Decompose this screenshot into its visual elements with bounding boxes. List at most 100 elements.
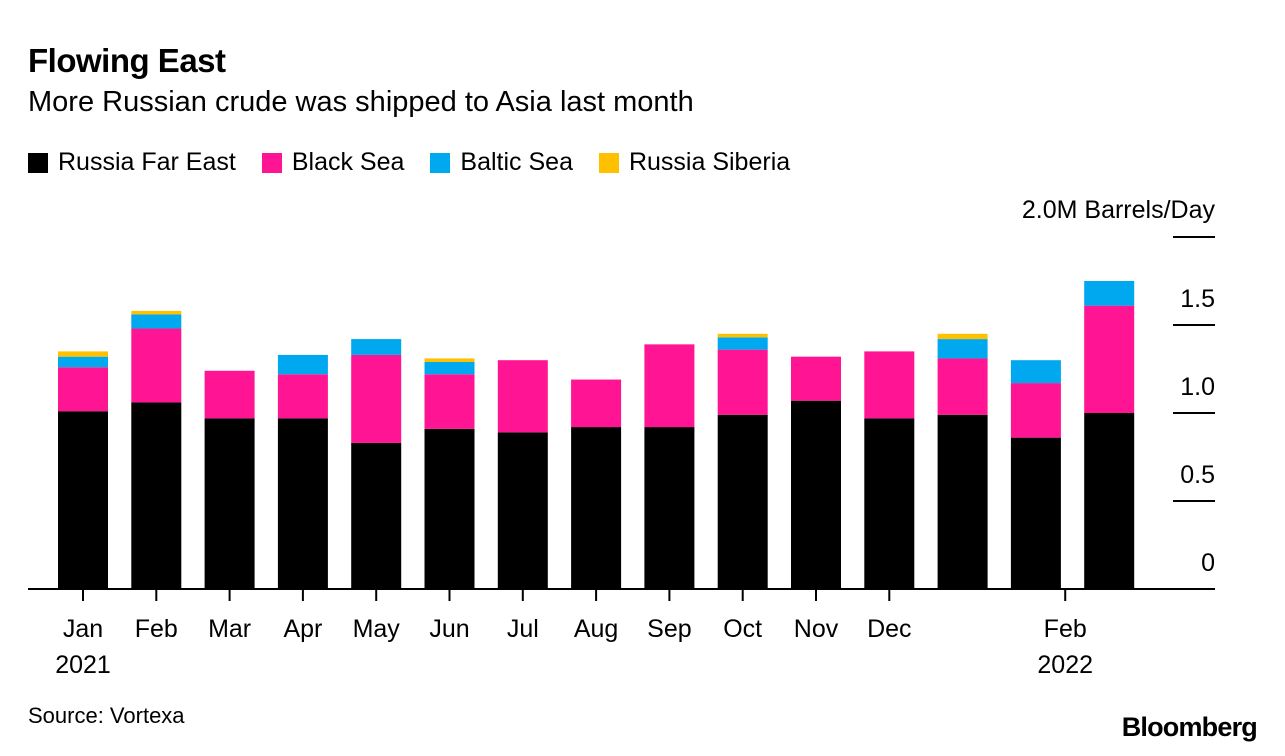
bar-segment-russia-far-east (277, 418, 328, 589)
legend-item-russia-far-east: Russia Far East (28, 148, 236, 177)
bar-segment-russia-siberia (937, 333, 988, 340)
bar-segment-russia-far-east (1084, 413, 1135, 589)
legend-swatch-black-sea (261, 152, 282, 173)
legend: Russia Far East Black Sea Baltic Sea Rus… (28, 148, 816, 177)
bar-segment-black-sea (717, 349, 768, 415)
y-tick-label: 1.0 (1180, 373, 1215, 401)
bar-segment-black-sea (1010, 383, 1061, 438)
y-tick-labels: 0 0.5 1.0 1.5 (1180, 285, 1215, 577)
y-tick-label: 1.5 (1180, 285, 1215, 313)
bar-segment-russia-siberia (717, 333, 768, 338)
bar-stack (1010, 360, 1061, 589)
bar-segment-russia-far-east (204, 418, 255, 589)
bar-segment-russia-far-east (717, 414, 768, 589)
bar-stack (58, 351, 108, 589)
bar-segment-russia-siberia (58, 351, 108, 357)
bar-segment-russia-far-east (351, 442, 402, 589)
bar-segment-russia-far-east (1010, 437, 1061, 589)
bar-segment-russia-far-east (644, 427, 695, 589)
source-note: Source: Vortexa (28, 703, 185, 728)
legend-item-russia-siberia: Russia Siberia (598, 148, 791, 177)
x-tick-label-month: Oct (723, 615, 762, 643)
bar-segment-black-sea (351, 354, 402, 443)
x-tick-label-month: May (353, 615, 401, 643)
legend-swatch-russia-siberia (598, 152, 619, 173)
chart-title: Flowing East (28, 42, 226, 79)
bar-segment-russia-far-east (864, 418, 915, 589)
bar-segment-russia-far-east (791, 400, 841, 589)
bar-stack (497, 360, 548, 589)
bloomberg-logo: Bloomberg (1121, 712, 1258, 742)
bar-segment-black-sea (131, 328, 182, 403)
bar-stacks (58, 281, 1135, 589)
legend-item-black-sea: Black Sea (261, 148, 405, 177)
bar-segment-baltic-sea (277, 354, 328, 375)
bar-segment-black-sea (644, 344, 695, 428)
bar-segment-russia-far-east (131, 402, 182, 589)
x-tick-label-month: Feb (1044, 615, 1087, 643)
bar-segment-russia-far-east (937, 414, 988, 589)
chart-subtitle: More Russian crude was shipped to Asia l… (28, 86, 694, 118)
legend-label: Baltic Sea (460, 148, 573, 176)
bar-segment-baltic-sea (937, 339, 988, 359)
legend-label: Russia Far East (58, 148, 236, 176)
x-tick-label-month: Jan (63, 615, 103, 643)
y-tick-label: 0 (1201, 549, 1215, 577)
bar-segment-black-sea (937, 358, 988, 415)
bar-stack (131, 310, 182, 589)
bar-stack (937, 333, 988, 589)
bar-segment-black-sea (424, 374, 475, 429)
bar-stack (351, 339, 402, 589)
bar-segment-russia-far-east (571, 427, 622, 589)
bar-segment-black-sea (864, 351, 915, 419)
bar-stack (717, 333, 768, 589)
x-tick-label-year: 2021 (55, 651, 111, 679)
x-tick-label-month: Mar (208, 615, 251, 643)
x-tick-labels: Jan 2021 Feb Mar Apr May Jun Jul Aug Sep Oct Nov Dec… (55, 615, 1093, 679)
bar-stack (277, 354, 328, 589)
bar-stack (424, 358, 475, 589)
x-tick-label-month: Apr (283, 615, 322, 643)
bar-segment-black-sea (497, 360, 548, 433)
bar-segment-black-sea (571, 379, 622, 428)
bar-segment-russia-siberia (131, 310, 182, 315)
bar-stack (791, 356, 841, 589)
bar-stack (1084, 281, 1135, 589)
bar-segment-black-sea (277, 374, 328, 419)
bar-segment-black-sea (204, 370, 255, 419)
bar-segment-baltic-sea (1010, 360, 1061, 384)
bar-segment-baltic-sea (131, 314, 182, 329)
bar-segment-baltic-sea (58, 356, 108, 368)
y-tick-label: 0.5 (1180, 461, 1215, 489)
bar-stack (204, 370, 255, 589)
legend-swatch-baltic-sea (430, 152, 451, 173)
bar-segment-black-sea (1084, 305, 1135, 413)
bar-segment-russia-far-east (424, 428, 475, 589)
x-tick-label-month: Sep (647, 615, 691, 643)
x-axis-ticks (82, 589, 1067, 601)
bar-segment-baltic-sea (424, 361, 475, 375)
x-tick-label-month: Jun (429, 615, 469, 643)
bar-stack (644, 344, 695, 589)
legend-label: Black Sea (291, 148, 405, 176)
bar-segment-russia-siberia (424, 358, 475, 362)
y-gridlines (1173, 236, 1215, 502)
y-axis-unit-label: 2.0M Barrels/Day (1022, 196, 1216, 224)
x-tick-label-month: Jul (507, 615, 539, 643)
bar-segment-baltic-sea (1084, 281, 1135, 306)
x-tick-label-month: Feb (135, 615, 178, 643)
bar-stack (864, 351, 915, 589)
x-tick-label-year: 2022 (1037, 651, 1093, 679)
x-tick-label-month: Dec (867, 615, 911, 643)
bar-segment-black-sea (58, 367, 108, 412)
bar-segment-black-sea (791, 356, 841, 401)
bar-segment-russia-far-east (58, 411, 108, 589)
x-tick-label-month: Nov (794, 615, 839, 643)
x-tick-label-month: Aug (574, 615, 618, 643)
legend-item-baltic-sea: Baltic Sea (430, 148, 573, 177)
bar-stack (571, 379, 622, 589)
legend-label: Russia Siberia (628, 148, 791, 176)
bar-segment-baltic-sea (717, 337, 768, 350)
legend-swatch-russia-far-east (28, 152, 48, 173)
